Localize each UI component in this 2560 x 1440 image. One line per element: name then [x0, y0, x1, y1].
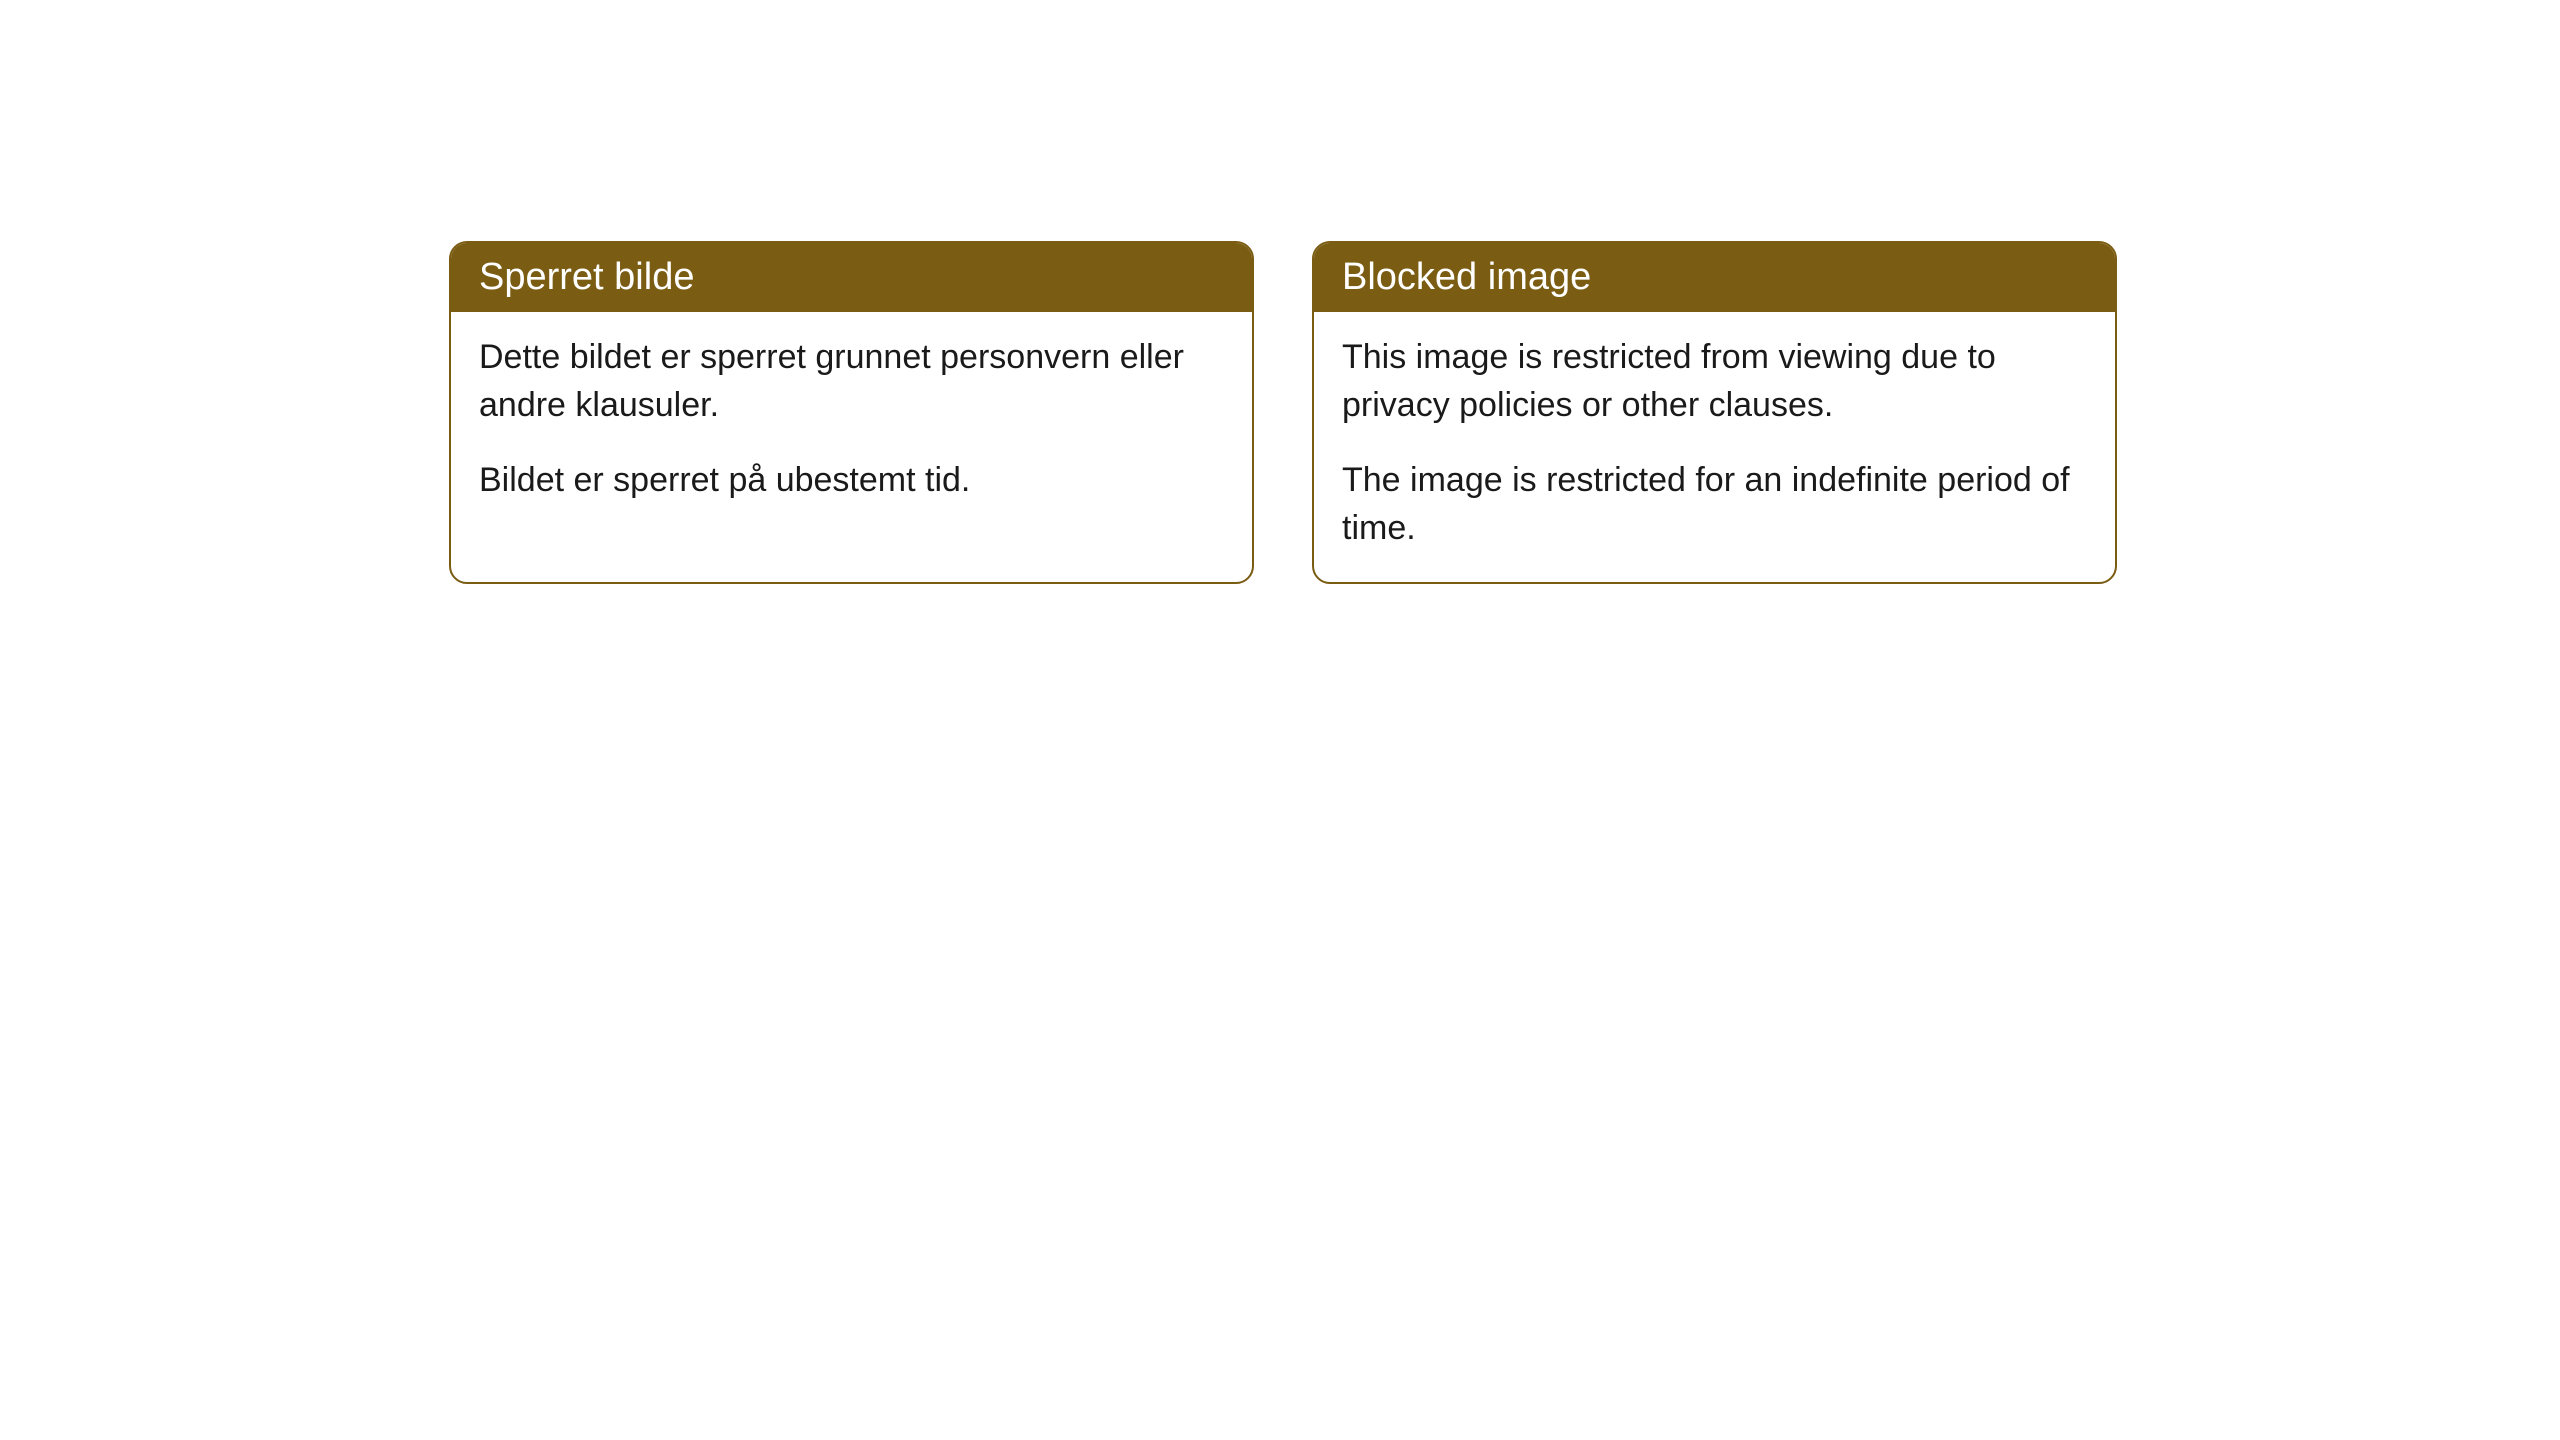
card-paragraph-1: Dette bildet er sperret grunnet personve…: [479, 334, 1224, 429]
card-paragraph-1: This image is restricted from viewing du…: [1342, 334, 2087, 429]
blocked-image-notices: Sperret bilde Dette bildet er sperret gr…: [449, 241, 2117, 584]
card-body-english: This image is restricted from viewing du…: [1314, 312, 2115, 582]
card-title: Sperret bilde: [479, 256, 694, 298]
card-header-norwegian: Sperret bilde: [451, 243, 1252, 312]
blocked-image-card-norwegian: Sperret bilde Dette bildet er sperret gr…: [449, 241, 1254, 584]
card-body-norwegian: Dette bildet er sperret grunnet personve…: [451, 312, 1252, 535]
card-title: Blocked image: [1342, 256, 1591, 298]
card-paragraph-2: The image is restricted for an indefinit…: [1342, 457, 2087, 552]
card-paragraph-2: Bildet er sperret på ubestemt tid.: [479, 457, 1224, 505]
blocked-image-card-english: Blocked image This image is restricted f…: [1312, 241, 2117, 584]
card-header-english: Blocked image: [1314, 243, 2115, 312]
